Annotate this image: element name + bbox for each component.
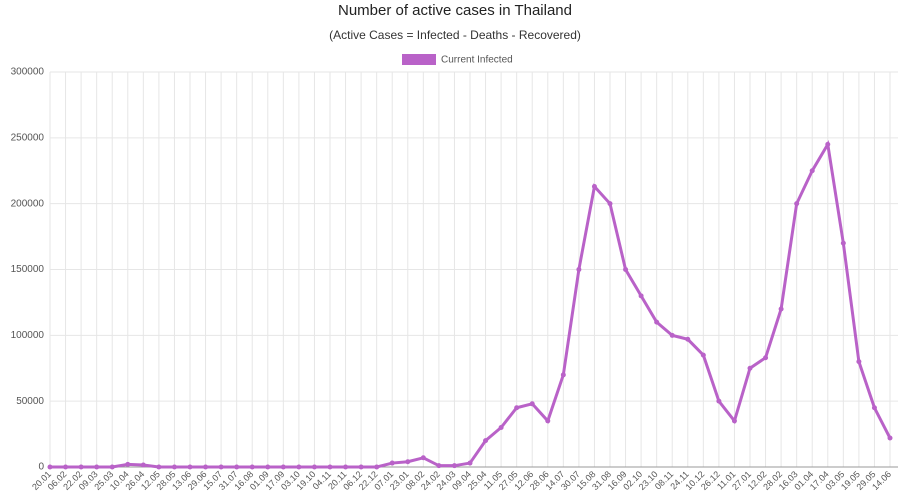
data-point bbox=[560, 372, 566, 378]
data-point bbox=[840, 240, 846, 246]
data-point bbox=[747, 365, 753, 371]
data-point bbox=[887, 435, 893, 441]
data-point bbox=[343, 464, 349, 470]
data-point bbox=[156, 464, 162, 470]
data-point bbox=[685, 336, 691, 342]
data-point bbox=[249, 464, 255, 470]
data-point bbox=[327, 464, 333, 470]
data-point bbox=[78, 464, 84, 470]
y-tick-label: 0 bbox=[38, 462, 44, 473]
data-point bbox=[187, 464, 193, 470]
data-point bbox=[669, 332, 675, 338]
data-point bbox=[654, 319, 660, 325]
data-point bbox=[171, 464, 177, 470]
data-point bbox=[389, 460, 395, 466]
y-tick-label: 50000 bbox=[16, 396, 44, 407]
data-point bbox=[483, 438, 489, 444]
y-tick-label: 250000 bbox=[11, 132, 45, 143]
data-point bbox=[436, 463, 442, 469]
data-point bbox=[716, 398, 722, 404]
data-point bbox=[514, 405, 520, 411]
data-point bbox=[763, 355, 769, 361]
data-point bbox=[358, 464, 364, 470]
data-point bbox=[451, 463, 457, 469]
data-point bbox=[311, 464, 317, 470]
data-point bbox=[498, 425, 504, 430]
y-tick-label: 100000 bbox=[11, 330, 45, 341]
data-point bbox=[94, 464, 100, 470]
data-point bbox=[467, 460, 473, 466]
data-point bbox=[47, 464, 53, 470]
data-point bbox=[794, 201, 800, 207]
data-point bbox=[374, 464, 380, 470]
data-point bbox=[545, 418, 551, 424]
y-tick-label: 150000 bbox=[11, 264, 45, 275]
chart-title: Number of active cases in Thailand bbox=[338, 2, 572, 19]
data-point bbox=[576, 267, 582, 272]
data-point bbox=[778, 306, 784, 312]
data-point bbox=[218, 464, 224, 470]
data-point bbox=[607, 201, 613, 207]
data-point bbox=[405, 459, 411, 465]
data-point bbox=[140, 462, 146, 468]
data-point bbox=[825, 141, 831, 147]
data-point bbox=[63, 464, 69, 470]
data-point bbox=[203, 464, 209, 470]
data-point bbox=[420, 455, 426, 461]
legend-label: Current Infected bbox=[441, 55, 513, 66]
chart-subtitle: (Active Cases = Infected - Deaths - Reco… bbox=[329, 28, 581, 42]
data-point bbox=[700, 352, 706, 358]
y-tick-label: 200000 bbox=[11, 198, 45, 209]
data-point bbox=[856, 359, 862, 365]
y-tick-label: 300000 bbox=[11, 67, 45, 78]
data-point bbox=[809, 168, 815, 174]
data-point bbox=[234, 464, 240, 470]
data-point bbox=[125, 461, 131, 467]
legend-swatch bbox=[402, 54, 436, 65]
data-point bbox=[623, 267, 629, 272]
data-point bbox=[265, 464, 271, 470]
data-point bbox=[731, 418, 737, 424]
data-point bbox=[109, 464, 115, 470]
data-point bbox=[296, 464, 302, 470]
data-point bbox=[529, 401, 535, 407]
data-point bbox=[638, 293, 644, 299]
data-point bbox=[871, 405, 877, 411]
data-point bbox=[280, 464, 286, 470]
data-point bbox=[591, 184, 597, 190]
